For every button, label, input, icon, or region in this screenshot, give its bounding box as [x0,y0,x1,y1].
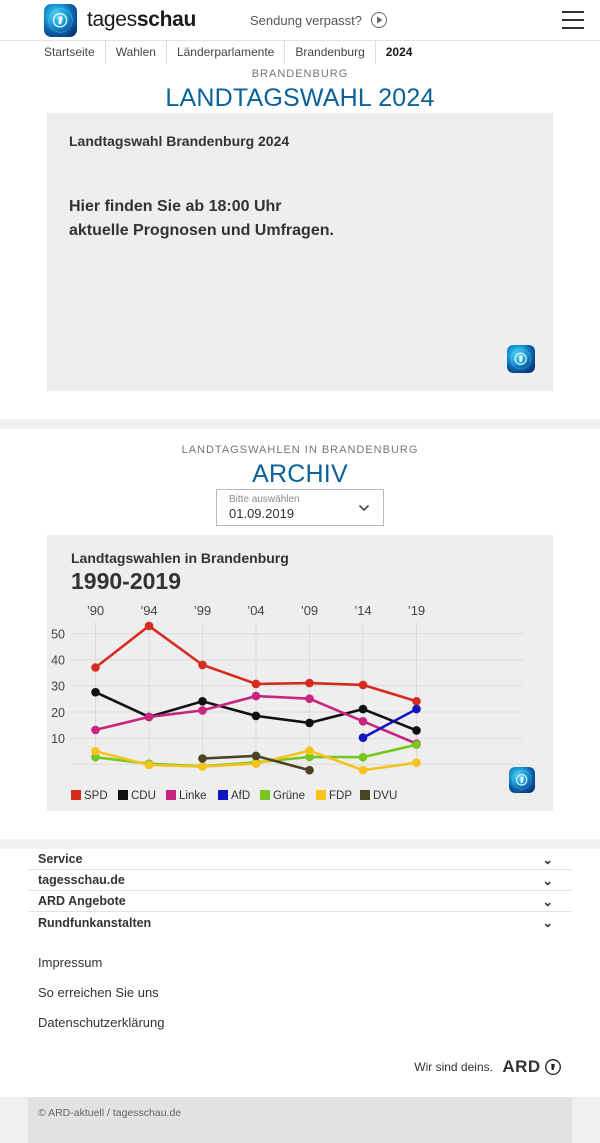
svg-text:DVU: DVU [373,790,397,802]
svg-text:SPD: SPD [84,790,108,802]
svg-text:Landtagswahlen in Brandenburg: Landtagswahlen in Brandenburg [71,550,289,566]
svg-text:Linke: Linke [179,790,207,802]
svg-text:’09: ’09 [301,603,318,618]
svg-text:’94: ’94 [140,603,157,618]
svg-text:’04: ’04 [247,603,264,618]
svg-text:50: 50 [51,628,65,642]
svg-text:FDP: FDP [329,790,352,802]
svg-text:’99: ’99 [194,603,211,618]
svg-text:’14: ’14 [354,603,371,618]
svg-text:20: 20 [51,706,65,720]
svg-text:’90: ’90 [87,603,104,618]
svg-text:AfD: AfD [231,790,250,802]
svg-text:CDU: CDU [131,790,156,802]
svg-text:Grüne: Grüne [273,790,305,802]
svg-text:1990-2019: 1990-2019 [71,568,181,594]
svg-text:40: 40 [51,654,65,668]
svg-text:10: 10 [51,732,65,746]
svg-text:30: 30 [51,680,65,694]
svg-text:’19: ’19 [408,603,425,618]
